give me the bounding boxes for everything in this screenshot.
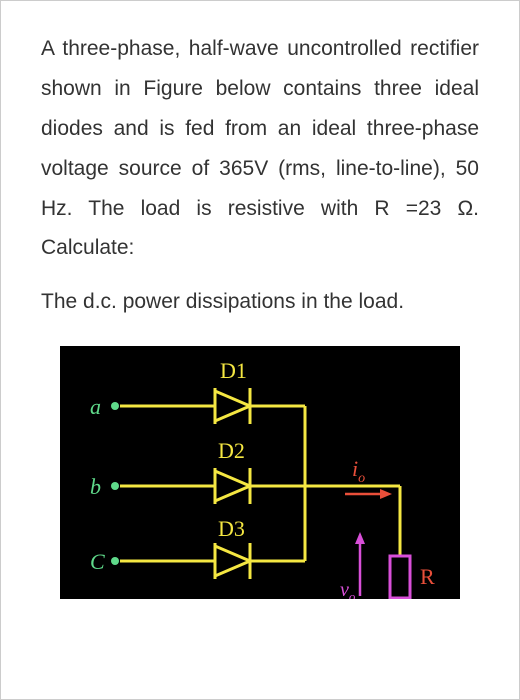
label-d1: D1 [220,358,247,383]
label-r: R [420,564,435,589]
terminal-c [111,557,119,565]
circuit-diagram: a D1 b D2 C D3 [60,346,460,599]
label-b: b [90,474,101,499]
label-a: a [90,394,101,419]
problem-question: The d.c. power dissipations in the load. [41,282,479,322]
label-c: C [90,549,105,574]
terminal-b [111,482,119,490]
label-d3: D3 [218,516,245,541]
circuit-svg: a D1 b D2 C D3 [60,346,460,599]
label-d2: D2 [218,438,245,463]
terminal-a [111,402,119,410]
problem-statement: A three-phase, half-wave uncontrolled re… [41,29,479,268]
document-page: A three-phase, half-wave uncontrolled re… [0,0,520,700]
